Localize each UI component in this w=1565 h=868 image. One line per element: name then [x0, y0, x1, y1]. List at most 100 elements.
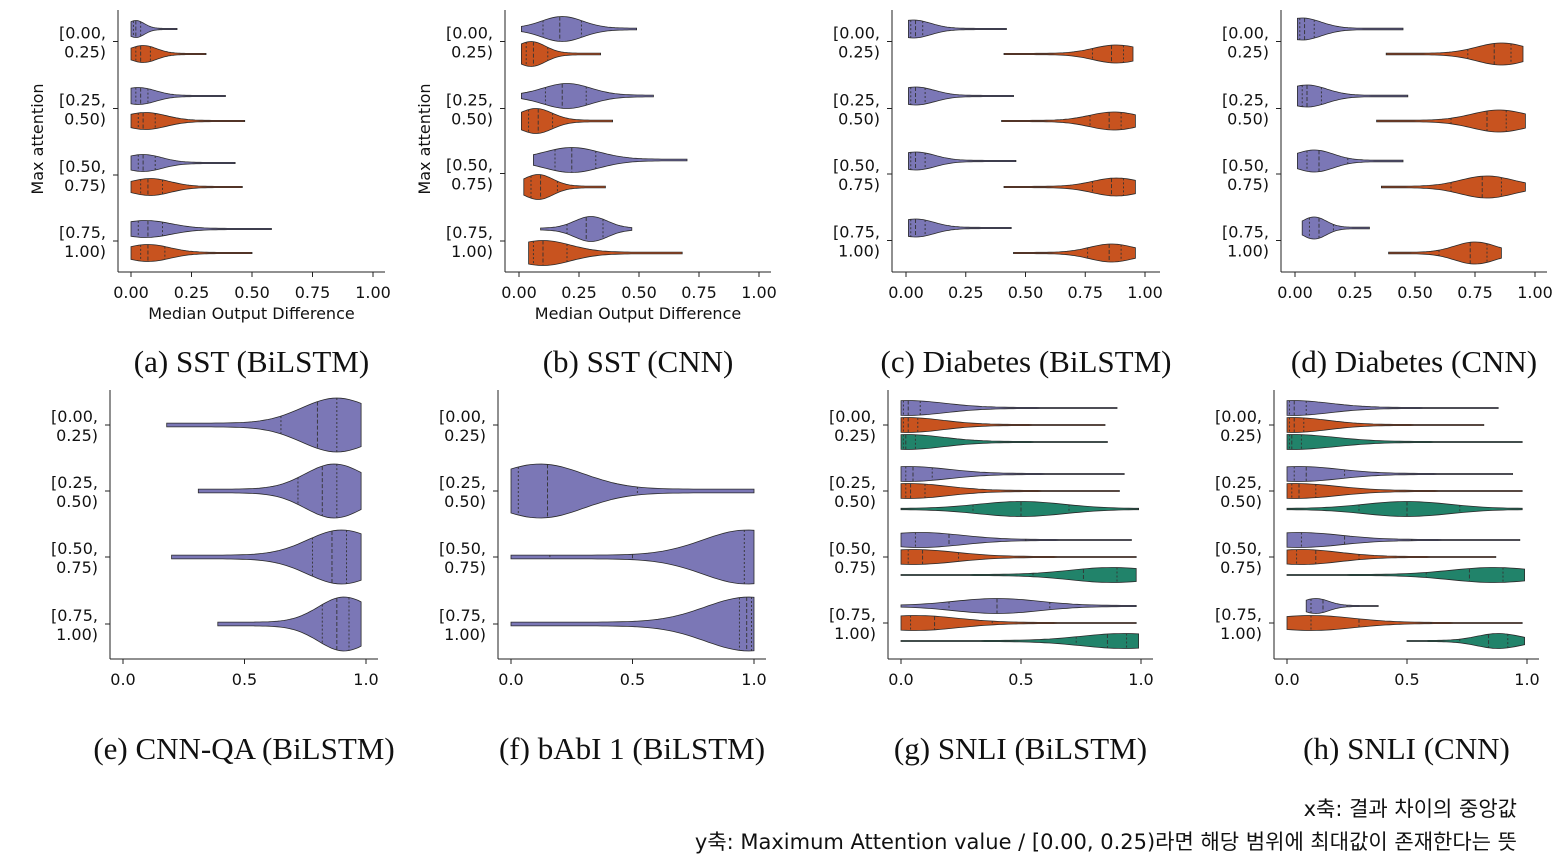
- violin-purple: [908, 151, 1017, 171]
- violin-orange: [130, 112, 246, 130]
- x-tick-label: 0.75: [1067, 283, 1103, 302]
- violin-purple: [900, 400, 1118, 416]
- x-tick-label: 0.5: [1394, 670, 1419, 689]
- violin-orange: [1385, 42, 1524, 66]
- x-tick-label: 0.50: [1008, 283, 1044, 302]
- violin-purple: [1305, 598, 1379, 614]
- violin-purple: [533, 147, 688, 173]
- x-tick-label: 1.00: [355, 283, 391, 302]
- y-tick-label: [0.00, 0.25): [51, 407, 98, 445]
- y-tick-label: [0.75, 1.00): [446, 223, 493, 261]
- y-axis-title: Max attention: [415, 83, 434, 194]
- y-tick-label: [0.75, 1.00): [1215, 605, 1262, 643]
- x-tick-label: 1.0: [1514, 670, 1539, 689]
- y-axis-title: Max attention: [28, 83, 47, 194]
- violin-purple: [197, 463, 362, 519]
- violin-green: [1286, 434, 1523, 450]
- x-tick-label: 0.00: [1277, 283, 1313, 302]
- x-tick-label: 1.00: [1517, 283, 1553, 302]
- violin-orange: [521, 108, 613, 134]
- y-tick-label: [0.50, 0.75): [1222, 156, 1269, 194]
- violin-orange: [1003, 177, 1136, 197]
- x-tick-label: 0.75: [295, 283, 331, 302]
- x-tick-label: 1.0: [353, 670, 378, 689]
- chart-panel-7: 0.0 0.5 1.0 [0.00, 0.25) [0.25, 0.50) [0.50, 0.7…: [829, 390, 1154, 766]
- x-tick-label: 0.5: [620, 670, 645, 689]
- violin-purple: [1301, 216, 1370, 240]
- x-tick-label: 0.25: [948, 283, 984, 302]
- violin-orange: [1001, 111, 1136, 131]
- y-tick-label: [0.00, 0.25): [1215, 407, 1262, 445]
- violin-purple: [217, 596, 362, 652]
- panel-caption: (d) Diabetes (CNN): [1291, 344, 1537, 379]
- violin-green: [900, 633, 1139, 649]
- violin-orange: [130, 244, 253, 262]
- violin-orange: [900, 417, 1106, 433]
- x-tick-label: 0.50: [1397, 283, 1433, 302]
- x-tick-label: 0.25: [561, 283, 597, 302]
- y-tick-label: [0.50, 0.75): [833, 156, 880, 194]
- violin-orange: [900, 615, 1137, 631]
- violin-purple: [130, 87, 226, 105]
- chart-panel-6: 0.0 0.5 1.0 [0.00, 0.25) [0.25, 0.50) [0.50, 0.7…: [439, 390, 767, 766]
- y-tick-label: [0.75, 1.00): [59, 223, 106, 261]
- x-tick-label: 0.50: [621, 283, 657, 302]
- y-tick-label: [0.25, 0.50): [51, 473, 98, 511]
- x-axis-note: x축: 결과 차이의 중앙값: [1303, 797, 1517, 821]
- violin-orange: [521, 41, 601, 67]
- y-tick-label: [0.25, 0.50): [446, 91, 493, 129]
- x-axis-title: Median Output Difference: [535, 304, 741, 323]
- y-tick-label: [0.00, 0.25): [439, 407, 486, 445]
- violin-purple: [908, 19, 1007, 39]
- violin-purple: [510, 596, 755, 652]
- violin-orange: [1003, 44, 1134, 64]
- x-tick-label: 0.0: [888, 670, 913, 689]
- chart-panel-4: 0.00 0.25 0.50 0.75 1.00 [0.00, 0.25) [0.25, 0.5…: [1222, 10, 1553, 379]
- x-tick-label: 0.0: [1274, 670, 1299, 689]
- y-tick-label: [0.50, 0.75): [439, 539, 486, 577]
- x-tick-label: 1.00: [741, 283, 777, 302]
- x-tick-label: 1.0: [1128, 670, 1153, 689]
- violin-purple: [908, 86, 1014, 106]
- chart-panel-5: 0.0 0.5 1.0 [0.00, 0.25) [0.25, 0.50) [0.50, 0.7…: [51, 390, 395, 766]
- y-tick-label: [0.00, 0.25): [833, 24, 880, 62]
- panel-caption: (a) SST (BiLSTM): [134, 344, 369, 379]
- y-tick-label: [0.75, 1.00): [51, 606, 98, 644]
- violin-purple: [130, 220, 272, 238]
- violin-orange: [1388, 241, 1502, 265]
- x-tick-label: 0.25: [174, 283, 210, 302]
- panel-caption: (c) Diabetes (BiLSTM): [881, 344, 1172, 379]
- panel-caption: (f) bAbI 1 (BiLSTM): [499, 731, 765, 766]
- violin-orange: [1286, 417, 1485, 433]
- violin-orange: [1286, 615, 1523, 631]
- x-tick-label: 0.00: [888, 283, 924, 302]
- violin-purple: [1286, 466, 1513, 482]
- y-tick-label: [0.25, 0.50): [1222, 91, 1269, 129]
- violin-purple: [1286, 532, 1521, 548]
- y-tick-label: [0.75, 1.00): [833, 223, 880, 261]
- y-tick-label: [0.50, 0.75): [446, 156, 493, 194]
- violin-purple: [1297, 17, 1404, 41]
- x-tick-label: 0.5: [232, 670, 257, 689]
- panel-caption: (h) SNLI (CNN): [1303, 731, 1510, 766]
- y-tick-label: [0.50, 0.75): [829, 539, 876, 577]
- y-tick-label: [0.50, 0.75): [1215, 539, 1262, 577]
- x-tick-label: 0.5: [1008, 670, 1033, 689]
- y-tick-label: [0.00, 0.25): [446, 24, 493, 62]
- y-tick-label: [0.00, 0.25): [59, 24, 106, 62]
- y-tick-label: [0.25, 0.50): [59, 91, 106, 129]
- x-tick-label: 0.50: [234, 283, 270, 302]
- violin-purple: [166, 397, 362, 453]
- y-tick-label: [0.25, 0.50): [829, 473, 876, 511]
- panel-caption: (e) CNN-QA (BiLSTM): [93, 731, 394, 766]
- violin-purple: [521, 16, 637, 42]
- x-tick-label: 1.00: [1127, 283, 1163, 302]
- violin-purple: [521, 83, 654, 109]
- x-tick-label: 1.0: [741, 670, 766, 689]
- violin-orange: [130, 45, 207, 63]
- y-tick-label: [0.75, 1.00): [1222, 223, 1269, 261]
- x-tick-label: 0.0: [498, 670, 523, 689]
- panel-caption: (g) SNLI (BiLSTM): [894, 731, 1147, 766]
- x-tick-label: 0.75: [681, 283, 717, 302]
- violin-orange: [900, 483, 1120, 499]
